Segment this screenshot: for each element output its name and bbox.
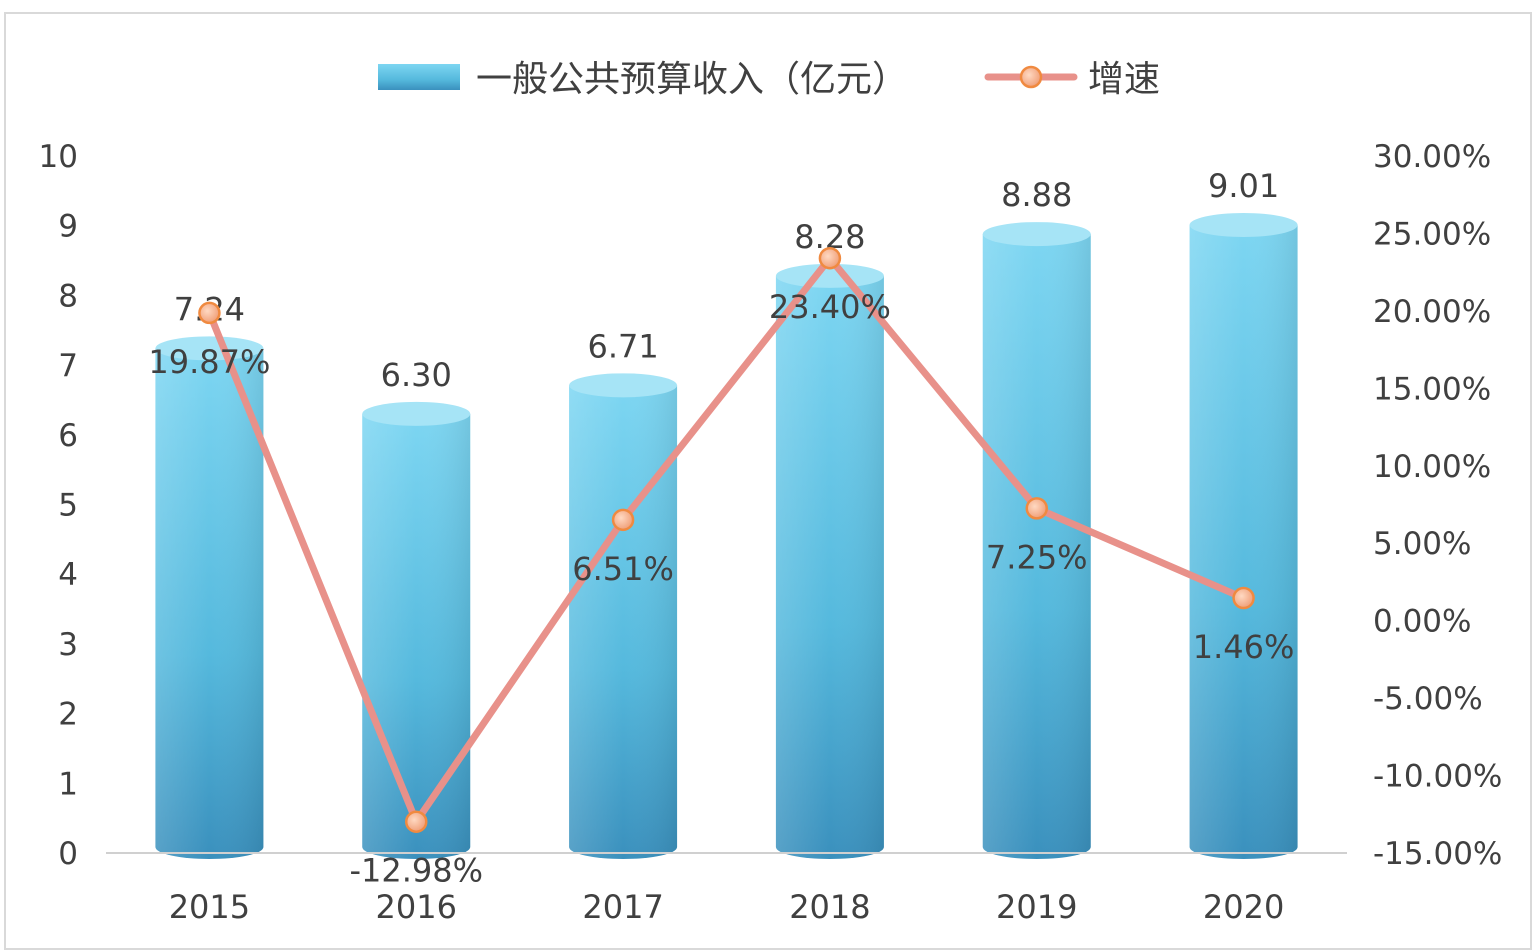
x-category-label: 2017: [582, 888, 663, 926]
growth-value-labels: 19.87% -12.98% 6.51% 23.40% 7.25% 1.46%: [148, 288, 1294, 889]
right-tick-label: -15.00%: [1373, 836, 1502, 872]
bar-shade: [362, 413, 471, 859]
legend-line-label: 增速: [1088, 59, 1160, 100]
x-category-label: 2015: [169, 888, 250, 926]
right-tick-label: -5.00%: [1373, 681, 1483, 717]
bar: [155, 336, 264, 859]
growth-value-label: -12.98%: [349, 852, 483, 890]
growth-value-label: 6.51%: [572, 550, 674, 588]
growth-point: [405, 810, 428, 833]
bar-shade: [775, 275, 884, 859]
bar-shade: [155, 348, 264, 859]
right-tick-label: -10.00%: [1373, 759, 1502, 795]
bar-shade: [569, 385, 678, 859]
growth-value-label: 23.40%: [769, 288, 891, 326]
legend-bar-swatch: [378, 64, 460, 90]
left-tick-label: 7: [58, 348, 78, 384]
bars: [155, 213, 1298, 860]
left-tick-label: 0: [58, 836, 78, 872]
bar-top: [982, 222, 1091, 247]
right-tick-label: 25.00%: [1373, 216, 1491, 252]
growth-point: [198, 301, 221, 325]
right-tick-label: 10.00%: [1373, 449, 1491, 485]
bar-value-label: 8.88: [1001, 176, 1072, 214]
right-tick-label: 15.00%: [1373, 371, 1491, 407]
left-tick-label: 3: [58, 627, 78, 663]
bar-value-label: 6.71: [587, 327, 658, 365]
bar-top: [1189, 213, 1298, 238]
left-tick-label: 6: [58, 418, 78, 454]
growth-value-label: 1.46%: [1193, 628, 1295, 666]
growth-line-series: [198, 246, 1255, 833]
bar-shade: [982, 234, 1091, 860]
left-tick-label: 5: [58, 488, 78, 524]
left-tick-label: 10: [39, 139, 78, 175]
growth-point: [611, 508, 635, 532]
growth-value-label: 7.25%: [986, 538, 1088, 576]
legend: 一般公共预算收入（亿元） 增速: [378, 59, 1160, 100]
bar: [569, 373, 678, 859]
legend-bar-label: 一般公共预算收入（亿元）: [476, 59, 908, 100]
bar-top: [155, 336, 264, 361]
right-axis: -15.00% -10.00% -5.00% 0.00% 5.00% 10.00% 15.0…: [1373, 139, 1502, 872]
left-tick-label: 2: [58, 697, 78, 733]
right-tick-label: 20.00%: [1373, 294, 1491, 330]
bar-top: [362, 401, 471, 426]
left-tick-label: 9: [58, 209, 78, 245]
bar-top: [569, 373, 678, 398]
bar-value-label: 9.01: [1208, 167, 1279, 205]
bar: [775, 263, 884, 859]
x-category-label: 2016: [376, 888, 457, 926]
bar: [362, 401, 471, 859]
growth-point: [818, 246, 842, 270]
left-tick-label: 1: [58, 766, 78, 802]
left-tick-label: 8: [58, 278, 78, 314]
right-tick-label: 5.00%: [1373, 526, 1471, 562]
left-axis: 0 1 2 3 4 5 6 7 8 9 10: [39, 139, 78, 872]
legend-line-marker: [1019, 65, 1043, 89]
growth-value-label: 19.87%: [148, 343, 270, 381]
growth-point: [1025, 497, 1048, 520]
x-category-label: 2018: [789, 888, 870, 926]
x-axis-categories: 2015 2016 2017 2018 2019 2020: [169, 888, 1285, 926]
left-tick-label: 4: [58, 557, 78, 593]
x-category-label: 2019: [996, 888, 1077, 926]
bar-shade: [1189, 225, 1298, 860]
x-category-label: 2020: [1203, 888, 1284, 926]
bar-top: [775, 263, 884, 288]
growth-point: [1232, 586, 1255, 610]
right-tick-label: 30.00%: [1373, 139, 1491, 175]
bar: [1189, 213, 1298, 860]
right-tick-label: 0.00%: [1373, 604, 1471, 640]
bar-value-labels: 7.246.306.718.288.889.01: [174, 167, 1279, 394]
bar-value-label: 6.30: [381, 356, 452, 394]
growth-line: [205, 254, 1248, 826]
bar: [982, 222, 1091, 860]
